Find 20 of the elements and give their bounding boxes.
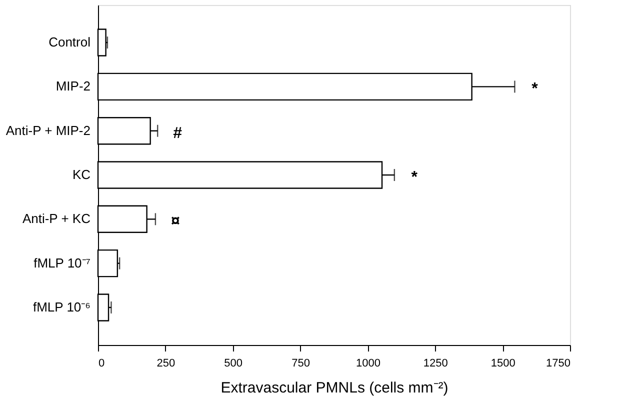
x-tick-label: 1750 — [546, 358, 570, 370]
annotation: * — [532, 80, 539, 98]
x-tick-label: 750 — [292, 358, 310, 370]
x-axis-title: Extravascular PMNLs (cells mm⁻²) — [220, 380, 448, 396]
annotation: # — [173, 124, 182, 142]
annotation: ¤ — [170, 213, 180, 230]
y-tick-label: Control — [48, 34, 91, 50]
y-tick-label: Anti-P + KC — [22, 211, 90, 226]
y-tick-label: MIP-2 — [56, 78, 90, 94]
x-tick-label: 1000 — [356, 358, 380, 370]
x-tick-label: 1250 — [423, 358, 448, 370]
y-tick-label: fMLP 10⁻⁷ — [34, 255, 91, 270]
x-tick-label: 1500 — [490, 358, 516, 370]
x-tick-label: 250 — [156, 358, 176, 370]
y-tick-label: Anti-P + MIP-2 — [6, 122, 90, 138]
x-tick-label: 500 — [224, 358, 243, 370]
annotation: * — [411, 169, 418, 186]
y-tick-label: fMLP 10⁻⁶ — [32, 299, 90, 314]
x-tick-label: 0 — [98, 358, 105, 370]
y-tick-label: KC — [72, 167, 90, 182]
